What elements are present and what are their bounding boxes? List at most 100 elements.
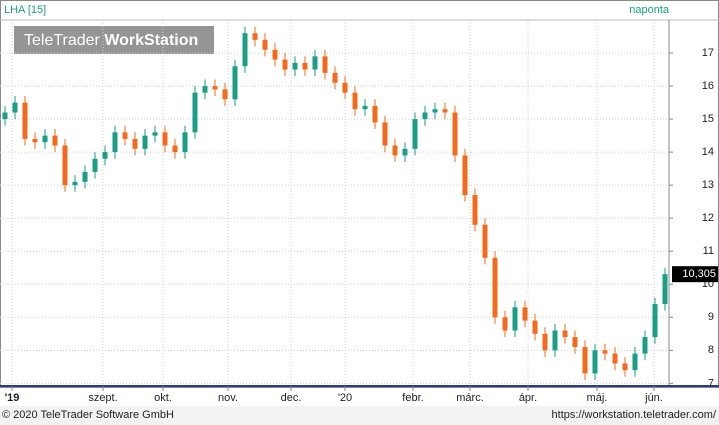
watermark-box <box>14 26 214 54</box>
candle-body <box>502 317 508 331</box>
candle-body <box>82 171 88 182</box>
x-tick-label: nov. <box>218 392 238 404</box>
candle-body <box>142 135 148 149</box>
candle-body <box>632 353 638 371</box>
candle-body <box>422 112 428 120</box>
candle-body <box>642 337 648 354</box>
x-tick-label: szept. <box>88 392 117 404</box>
candle-body <box>132 138 138 149</box>
watermark-part: WorkStation <box>104 32 198 49</box>
x-tick-label: máj. <box>587 392 608 404</box>
last-price-box <box>672 266 718 283</box>
y-tick-label: 16 <box>702 80 714 92</box>
y-tick-label: 15 <box>702 113 714 125</box>
y-tick-label: 13 <box>702 179 714 191</box>
candle-body <box>12 102 18 113</box>
candle-body <box>582 347 588 374</box>
candle-body <box>492 257 498 318</box>
candle-body <box>232 66 238 100</box>
candle-body <box>662 274 668 305</box>
candle-body <box>392 145 398 156</box>
candle-body <box>72 181 78 186</box>
candle-body <box>242 33 248 67</box>
candle-body <box>2 112 8 120</box>
candle-body <box>482 224 488 258</box>
candle-body <box>92 158 98 172</box>
x-tick-label: jún. <box>644 392 663 404</box>
candle-body <box>352 92 358 110</box>
candle-body <box>572 337 578 348</box>
candle-body <box>532 320 538 334</box>
y-tick-label: 8 <box>708 344 714 356</box>
y-tick-label: 7 <box>708 377 714 389</box>
candle-body <box>32 138 38 143</box>
y-tick-label: 17 <box>702 47 714 59</box>
period-label: naponta <box>629 4 670 16</box>
candle-body <box>182 132 188 153</box>
candle-body <box>262 39 268 50</box>
y-tick-label: 9 <box>708 311 714 323</box>
candle-body <box>212 86 218 90</box>
candle-body <box>222 89 228 100</box>
candle-body <box>372 105 378 123</box>
candle-body <box>552 330 558 351</box>
y-tick-label: 12 <box>702 212 714 224</box>
instrument-title: LHA [15] <box>4 4 46 16</box>
candle-body <box>332 72 338 83</box>
candle-body <box>432 109 438 113</box>
x-tick-label: márc. <box>456 392 484 404</box>
candle-body <box>472 195 478 225</box>
candle-body <box>402 148 408 156</box>
candle-body <box>462 155 468 196</box>
x-tick-label: okt. <box>154 392 172 404</box>
candle-body <box>162 132 168 146</box>
candle-body <box>282 59 288 70</box>
candle-body <box>172 145 178 153</box>
candle-body <box>442 109 448 113</box>
watermark: TeleTrader WorkStation <box>24 32 198 49</box>
candle-body <box>152 132 158 136</box>
candle-body <box>412 119 418 149</box>
candle-body <box>312 56 318 70</box>
watermark-part: TeleTrader <box>24 32 101 49</box>
candle-body <box>292 62 298 70</box>
candle-body <box>522 307 528 321</box>
candle-body <box>22 102 28 139</box>
copyright: © 2020 TeleTrader Software GmbH <box>2 409 174 421</box>
candle-body <box>622 363 628 371</box>
candle-body <box>562 330 568 338</box>
candle-body <box>362 105 368 110</box>
candle-body <box>252 33 258 40</box>
candle-body <box>612 353 618 364</box>
candle-body <box>322 56 328 73</box>
candle-body <box>342 82 348 93</box>
candle-body <box>202 86 208 93</box>
footer-bar <box>0 406 719 425</box>
candle-body <box>102 152 108 159</box>
candle-body <box>452 112 458 156</box>
candle-body <box>42 135 48 143</box>
candle-body <box>272 49 278 60</box>
candle-body <box>382 122 388 146</box>
candle-body <box>122 132 128 139</box>
x-tick-label: febr. <box>402 392 423 404</box>
candle-body <box>542 333 548 351</box>
candle-body <box>112 132 118 153</box>
last-price-label: 10,305 <box>682 268 716 280</box>
candle-body <box>592 350 598 374</box>
x-tick-label: ápr. <box>519 392 537 404</box>
url: https://workstation.teletrader.com/ <box>552 409 717 421</box>
candle-body <box>302 62 308 70</box>
x-tick-label: '19 <box>5 392 20 404</box>
candle-body <box>652 304 658 338</box>
candle-body <box>62 145 68 186</box>
candle-body <box>512 307 518 331</box>
x-tick-label: '20 <box>338 392 352 404</box>
x-tick-label: dec. <box>281 392 302 404</box>
y-tick-label: 11 <box>703 245 714 257</box>
candle-body <box>602 350 608 354</box>
candle-body <box>52 135 58 146</box>
